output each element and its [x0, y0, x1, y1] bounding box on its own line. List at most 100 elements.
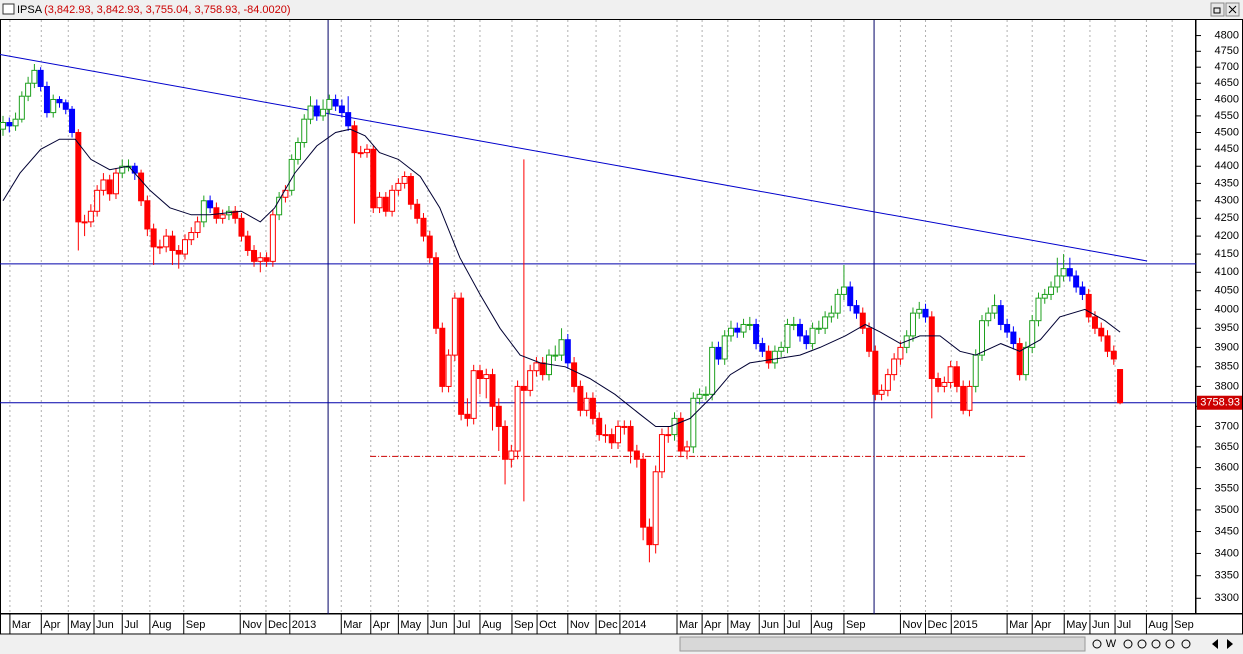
candle-body — [1054, 275, 1061, 288]
candle-body — [552, 354, 559, 357]
x-tick-label: Dec — [268, 619, 288, 631]
candle-body — [332, 98, 339, 107]
candle-body — [696, 393, 703, 399]
x-tick-label: Jun — [1092, 619, 1110, 631]
candle-body — [269, 214, 276, 262]
candle-body — [169, 235, 176, 251]
y-tick-label: 3600 — [1215, 462, 1239, 474]
candle-body — [602, 434, 609, 437]
candle-body — [401, 176, 408, 184]
candle-body — [571, 362, 578, 387]
candle-body — [608, 434, 615, 444]
candle-body — [420, 217, 427, 237]
x-tick-label: Apr — [43, 619, 60, 631]
restore-button[interactable] — [1210, 2, 1225, 17]
toolbar-icon[interactable] — [1151, 639, 1161, 649]
candle-body — [483, 374, 490, 380]
x-tick-label: Mar — [343, 619, 362, 631]
x-tick-label: Mar — [12, 619, 31, 631]
toolbar-icon[interactable] — [1165, 639, 1175, 649]
y-tick-label: 3950 — [1215, 322, 1239, 334]
candle-body — [665, 434, 672, 437]
y-tick-label: 3550 — [1215, 483, 1239, 495]
x-tick-label: Sep — [1174, 619, 1194, 631]
candle-body — [709, 346, 716, 395]
candle-body — [50, 98, 57, 114]
trendline — [0, 54, 1148, 262]
candle-body — [376, 196, 383, 209]
candle-body — [12, 118, 19, 127]
y-tick-label: 4600 — [1215, 93, 1239, 105]
candle-body — [583, 397, 590, 411]
candle-body — [200, 200, 207, 223]
x-tick-label: Nov — [570, 619, 590, 631]
x-tick-label: Jul — [456, 619, 470, 631]
x-tick-label: 2014 — [622, 619, 646, 631]
candle-body — [809, 327, 816, 345]
y-tick-label: 3850 — [1215, 361, 1239, 373]
candle-body — [564, 339, 571, 364]
x-tick-label: Aug — [152, 619, 172, 631]
toolbar-icon[interactable] — [1181, 639, 1191, 649]
candle-body — [1117, 369, 1124, 404]
candle-body — [640, 458, 647, 528]
candle-body — [382, 196, 389, 212]
candle-body — [652, 471, 659, 546]
candle-body — [389, 189, 396, 212]
candle-body — [872, 350, 879, 395]
scroll-left[interactable] — [1212, 639, 1218, 649]
candle-body — [276, 196, 283, 216]
x-tick-label: Apr — [373, 619, 390, 631]
candle-body — [458, 297, 465, 415]
y-tick-label: 4650 — [1215, 77, 1239, 89]
scroll-right[interactable] — [1227, 639, 1233, 649]
candle-body — [690, 397, 697, 448]
candle-body — [75, 131, 82, 223]
candle-body — [715, 346, 722, 360]
candle-body — [363, 148, 370, 154]
candle-body — [859, 312, 866, 329]
x-tick-label: May — [730, 619, 751, 631]
candle-body — [464, 413, 471, 419]
candle-body — [326, 98, 333, 110]
y-tick-label: 4150 — [1215, 248, 1239, 260]
candle-body — [407, 176, 414, 205]
candle-body — [31, 69, 38, 84]
candle-body — [658, 434, 665, 473]
candle-body — [351, 125, 358, 154]
candle-body — [175, 249, 182, 255]
y-tick-label: 4750 — [1215, 45, 1239, 57]
candle-body — [828, 312, 835, 318]
toolbar-icon[interactable] — [1123, 639, 1133, 649]
candle-body — [966, 385, 973, 411]
candle-body — [301, 118, 308, 144]
candle-body — [338, 105, 345, 114]
candle-body — [43, 85, 50, 114]
candle-body — [577, 385, 584, 411]
candle-body — [244, 235, 251, 251]
candle-body — [627, 425, 634, 452]
candle-body — [313, 105, 320, 117]
x-tick-label: Sep — [846, 619, 866, 631]
candle-body — [847, 286, 854, 307]
candle-body — [985, 312, 992, 322]
candle-body — [621, 425, 628, 428]
y-tick-label: 3700 — [1215, 420, 1239, 432]
candle-body — [1104, 335, 1111, 352]
toolbar-button[interactable]: W — [1106, 638, 1117, 650]
candle-body — [138, 172, 145, 202]
scrollbar[interactable] — [679, 636, 1086, 652]
candle-body — [0, 122, 7, 130]
candle-body — [357, 152, 364, 155]
candle-body — [702, 393, 709, 396]
candle-body — [997, 305, 1004, 325]
candle-body — [470, 370, 477, 419]
y-tick-label: 4050 — [1215, 285, 1239, 297]
toolbar-icon[interactable] — [1092, 639, 1102, 649]
toolbar-icon[interactable] — [1137, 639, 1147, 649]
x-tick-label: 2015 — [953, 619, 977, 631]
candle-body — [1091, 316, 1098, 329]
candle-body — [822, 316, 829, 329]
x-tick-label: Dec — [928, 619, 948, 631]
candle-body — [771, 350, 778, 364]
